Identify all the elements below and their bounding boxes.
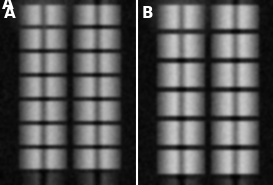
Text: A: A	[2, 0, 14, 12]
Text: B: B	[142, 6, 153, 21]
Text: A: A	[4, 6, 16, 21]
